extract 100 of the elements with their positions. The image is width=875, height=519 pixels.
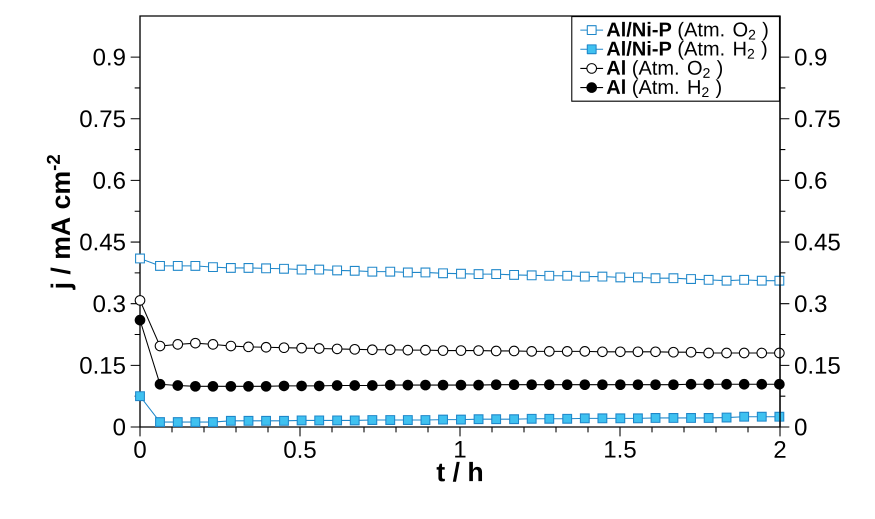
point <box>597 346 608 358</box>
point <box>385 415 396 425</box>
point <box>420 380 431 390</box>
point <box>402 380 414 390</box>
point <box>384 380 396 390</box>
point <box>526 270 537 280</box>
point <box>438 380 448 390</box>
point <box>332 415 342 426</box>
point <box>526 379 538 390</box>
point <box>490 379 502 390</box>
point <box>226 340 236 352</box>
point <box>756 412 767 422</box>
y2-tick-label: 0.3 <box>795 295 826 312</box>
legend-label: Al (Atm. H$_{2}$ ) <box>606 79 721 98</box>
x-tick-label: 1 <box>455 441 466 458</box>
point <box>509 414 520 424</box>
y2-tick-label: 0 <box>795 418 806 436</box>
point <box>668 413 678 423</box>
point <box>526 346 538 357</box>
point <box>756 276 767 286</box>
point <box>491 414 502 424</box>
point <box>135 391 145 402</box>
point <box>366 344 378 356</box>
point <box>614 379 626 390</box>
point <box>226 380 236 392</box>
point <box>243 342 254 352</box>
legend-label: Al/Ni-P (Atm. H$_{2}$ ) <box>606 41 766 60</box>
point <box>420 415 430 425</box>
point <box>154 340 166 352</box>
point <box>172 380 184 391</box>
point <box>632 346 644 358</box>
point <box>190 260 200 271</box>
point <box>739 274 750 285</box>
point <box>366 380 378 391</box>
y2-tick-label: 0.45 <box>795 234 840 251</box>
point <box>544 270 554 281</box>
point <box>562 414 572 424</box>
point <box>526 414 537 424</box>
y-tick-label: 0 <box>114 418 126 436</box>
point <box>135 254 145 264</box>
point <box>296 380 307 392</box>
point <box>721 378 732 390</box>
point <box>544 346 555 357</box>
point <box>632 413 643 424</box>
y-tick-label: 0.6 <box>94 172 125 189</box>
point <box>562 379 573 390</box>
y-tick-label: 0.75 <box>80 110 125 128</box>
point <box>456 268 466 279</box>
point <box>385 266 396 277</box>
point <box>544 379 555 390</box>
point <box>296 415 307 426</box>
point <box>704 413 714 423</box>
y2-tick-label: 0.6 <box>795 172 826 189</box>
point <box>650 273 660 284</box>
point <box>402 415 413 425</box>
point <box>597 272 608 282</box>
point <box>632 272 643 282</box>
point <box>332 265 342 276</box>
point <box>438 268 448 278</box>
point <box>650 413 660 423</box>
point <box>349 380 360 391</box>
point <box>597 413 608 424</box>
point <box>190 417 200 428</box>
point <box>597 379 608 390</box>
point <box>456 414 466 425</box>
point <box>704 274 714 285</box>
point <box>350 266 360 276</box>
point <box>650 346 661 358</box>
point <box>544 414 554 424</box>
point <box>473 380 484 390</box>
point <box>668 273 678 284</box>
point <box>314 343 325 354</box>
point <box>226 263 236 273</box>
point <box>155 260 165 271</box>
x-tick-label: 2 <box>774 441 786 458</box>
x-tick-label: 1.5 <box>605 441 636 458</box>
point <box>686 413 696 423</box>
point <box>615 272 626 282</box>
point <box>244 416 254 426</box>
point <box>738 378 750 390</box>
point <box>756 378 768 390</box>
point <box>279 416 289 426</box>
point <box>756 348 768 358</box>
point <box>686 274 696 284</box>
point <box>314 380 325 392</box>
point <box>296 342 307 354</box>
y2-tick-label: 0.9 <box>795 48 826 66</box>
point <box>332 380 342 391</box>
point <box>686 378 696 390</box>
point <box>562 346 573 357</box>
point <box>314 415 324 426</box>
point <box>703 348 714 358</box>
point <box>402 344 414 356</box>
y2-tick-label: 0.15 <box>795 356 840 374</box>
point <box>208 380 218 392</box>
point <box>456 380 466 390</box>
point <box>474 269 484 280</box>
point <box>402 268 413 278</box>
point <box>384 344 396 356</box>
point <box>260 342 272 353</box>
